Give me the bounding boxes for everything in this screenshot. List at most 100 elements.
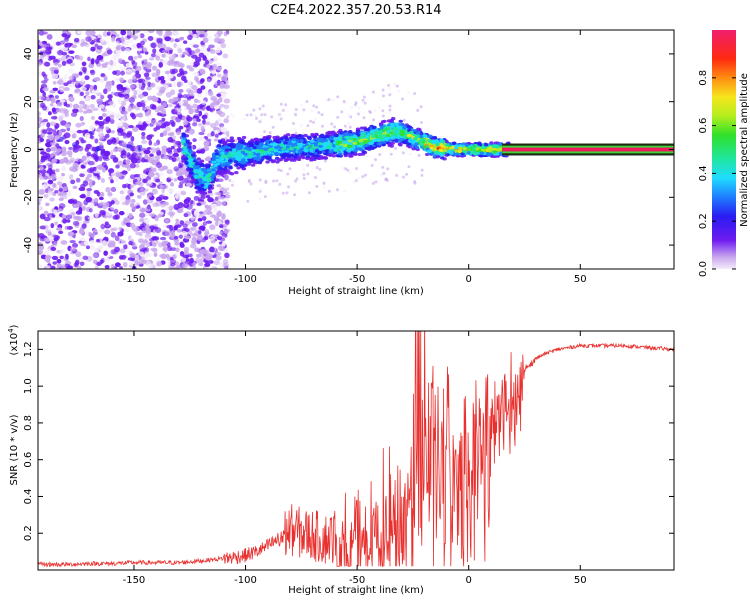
heatmap-cell xyxy=(184,235,191,240)
heatmap-cell xyxy=(106,66,113,71)
heatmap-cell xyxy=(210,214,217,218)
heatmap-cell xyxy=(41,184,48,190)
heatmap-cell xyxy=(85,91,90,95)
heatmap-cell xyxy=(171,81,177,88)
heatmap-cell xyxy=(242,117,246,121)
heatmap-cell xyxy=(115,49,122,54)
heatmap-cell xyxy=(116,173,123,178)
heatmap-cell xyxy=(161,149,167,155)
heatmap-cell xyxy=(143,72,150,78)
heatmap-cell xyxy=(112,54,118,61)
heatmap-cell xyxy=(171,157,177,162)
heatmap-cell xyxy=(408,152,412,156)
heatmap-cell xyxy=(180,190,187,196)
heatmap-cell xyxy=(53,131,58,137)
heatmap-cell xyxy=(279,117,283,121)
heatmap-cell xyxy=(119,66,126,72)
heatmap-cell xyxy=(164,218,170,223)
heatmap-cell xyxy=(313,117,317,121)
heatmap-cell xyxy=(173,148,179,154)
heatmap-cell xyxy=(119,255,123,260)
heatmap-cell xyxy=(195,257,200,263)
heatmap-cell xyxy=(402,118,406,122)
heatmap-cell xyxy=(41,129,48,135)
heatmap-cell xyxy=(278,114,282,118)
heatmap-cell xyxy=(122,122,128,128)
heatmap-cell xyxy=(192,138,197,143)
heatmap-cell xyxy=(137,148,142,152)
heatmap-cell xyxy=(105,81,113,87)
heatmap-cell xyxy=(156,121,162,127)
heatmap-cell xyxy=(210,131,215,137)
heatmap-cell xyxy=(284,130,288,134)
heatmap-cell xyxy=(58,130,63,137)
heatmap-cell xyxy=(173,42,177,48)
heatmap-cell xyxy=(216,93,222,97)
heatmap-cell xyxy=(69,157,76,163)
heatmap-cell xyxy=(126,130,133,135)
heatmap-cell xyxy=(198,122,202,127)
heatmap-cell xyxy=(75,259,80,266)
heatmap-cell xyxy=(79,116,84,122)
heatmap-cell xyxy=(205,92,209,96)
heatmap-cell xyxy=(58,197,64,202)
heatmap-cell xyxy=(226,115,230,119)
heatmap-cell xyxy=(151,65,158,71)
heatmap-cell xyxy=(217,118,222,123)
heatmap-cell xyxy=(139,187,145,192)
heatmap-cell xyxy=(128,97,135,103)
heatmap-cell xyxy=(230,113,234,117)
heatmap-cell xyxy=(70,179,76,185)
heatmap-cell xyxy=(71,44,77,48)
heatmap-cell xyxy=(79,261,85,267)
heatmap-cell xyxy=(145,106,150,110)
heatmap-cell xyxy=(406,91,410,95)
heatmap-cell xyxy=(161,184,169,190)
heatmap-cell xyxy=(139,173,147,179)
heatmap-cell xyxy=(138,150,144,156)
heatmap-cell xyxy=(104,133,110,139)
heatmap-cell xyxy=(223,84,230,90)
heatmap-cell xyxy=(183,93,188,99)
heatmap-cell xyxy=(79,194,86,199)
heatmap-cell xyxy=(121,195,125,200)
heatmap-cell xyxy=(106,31,111,36)
heatmap-cell xyxy=(112,147,119,153)
heatmap-cell xyxy=(362,95,366,99)
heatmap-cell xyxy=(302,177,306,181)
heatmap-cell xyxy=(99,209,106,216)
heatmap-cell xyxy=(381,114,385,118)
heatmap-cell xyxy=(54,125,59,130)
heatmap-cell xyxy=(268,131,272,135)
heatmap-cell xyxy=(148,238,155,242)
heatmap-cell xyxy=(212,75,217,81)
heatmap-cell xyxy=(178,234,184,239)
heatmap-cell xyxy=(118,210,125,216)
heatmap-cell xyxy=(138,124,145,131)
heatmap-cell xyxy=(51,107,57,113)
heatmap-cell xyxy=(114,235,120,242)
heatmap-cell xyxy=(249,182,253,186)
heatmap-cell xyxy=(307,191,311,195)
heatmap-cell xyxy=(207,210,212,216)
heatmap-cell xyxy=(141,227,148,234)
heatmap-cell xyxy=(279,102,283,106)
heatmap-cell xyxy=(82,255,89,260)
heatmap-cell xyxy=(309,119,313,123)
heatmap-cell xyxy=(38,122,41,129)
heatmap-cell xyxy=(94,265,99,269)
heatmap-cell xyxy=(101,113,107,118)
heatmap-cell xyxy=(115,77,120,82)
heatmap-cell xyxy=(173,238,180,243)
heatmap-cell xyxy=(202,119,206,125)
heatmap-cell xyxy=(154,227,162,234)
heatmap-cell xyxy=(117,58,123,64)
heatmap-cell xyxy=(38,117,43,123)
heatmap-cell xyxy=(221,242,226,247)
heatmap-cell xyxy=(41,42,47,49)
heatmap-cell xyxy=(281,108,285,112)
heatmap-cell xyxy=(420,168,424,172)
heatmap-cell xyxy=(130,202,135,208)
heatmap-cell xyxy=(272,179,276,183)
heatmap-cell xyxy=(261,104,265,108)
